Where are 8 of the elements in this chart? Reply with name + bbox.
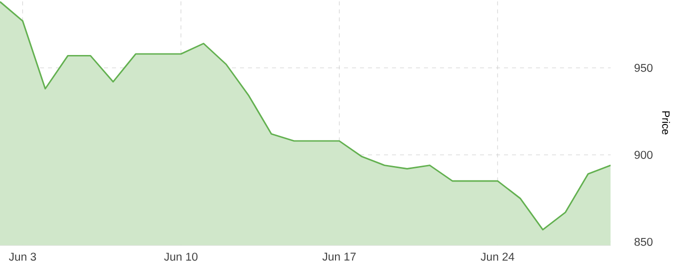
x-tick-label: Jun 3 xyxy=(8,252,36,261)
x-tick-label: Jun 17 xyxy=(322,252,356,261)
y-axis-title: Price xyxy=(662,111,670,134)
y-tick-label: 850 xyxy=(634,238,653,246)
x-tick-label: Jun 10 xyxy=(164,252,198,261)
y-tick-label: 950 xyxy=(634,64,653,72)
x-tick-label: Jun 24 xyxy=(480,252,514,261)
y-tick-label: 900 xyxy=(634,150,653,159)
